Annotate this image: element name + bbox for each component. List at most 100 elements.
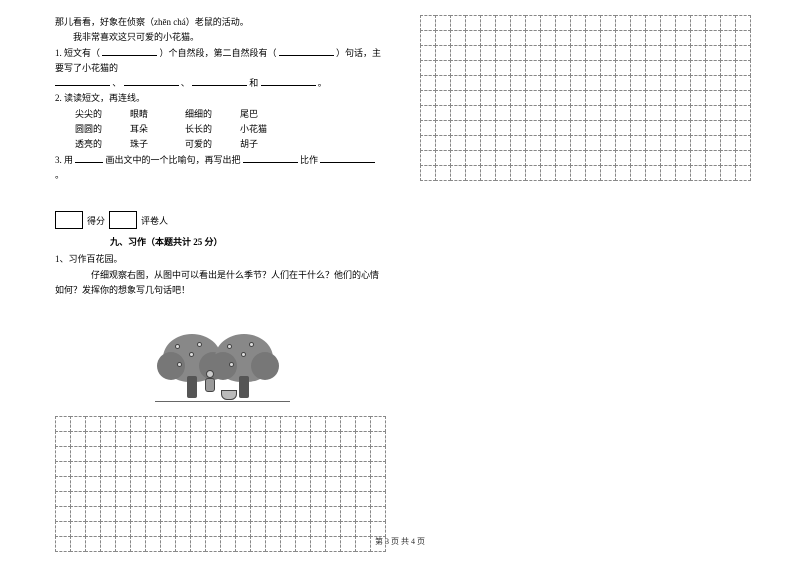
grid-cell (720, 60, 736, 76)
grid-cell (585, 75, 601, 91)
grid-cell (645, 150, 661, 166)
blank (192, 76, 247, 86)
grid-cell (690, 150, 706, 166)
grid-cell (690, 45, 706, 61)
grid-cell (570, 165, 586, 181)
match-cell: 长长的 (185, 122, 240, 137)
grid-cell (420, 105, 436, 121)
grid-cell (510, 105, 526, 121)
grid-cell (190, 461, 206, 477)
grid-cell (370, 491, 386, 507)
grid-cell (675, 135, 691, 151)
section-title: 九、习作（本题共计 25 分） (110, 235, 385, 248)
grid-cell (570, 150, 586, 166)
grid-cell (340, 446, 356, 462)
grid-cell (630, 165, 646, 181)
grid-cell (55, 506, 71, 522)
grid-cell (720, 30, 736, 46)
grid-cell (325, 446, 341, 462)
grid-cell (55, 446, 71, 462)
grid-cell (85, 476, 101, 492)
grid-cell (510, 75, 526, 91)
grid-cell (70, 461, 86, 477)
grid-cell (600, 120, 616, 136)
grid-cell (645, 45, 661, 61)
grid-cell (675, 60, 691, 76)
grid-cell (160, 506, 176, 522)
grid-cell (420, 60, 436, 76)
q3-c: 比作 (300, 155, 318, 165)
grid-cell (420, 135, 436, 151)
grid-cell (325, 416, 341, 432)
grid-cell (525, 120, 541, 136)
grid-cell (645, 75, 661, 91)
grid-cell (540, 15, 556, 31)
grid-cell (555, 30, 571, 46)
grid-cell (85, 446, 101, 462)
match-cell: 圆圆的 (75, 122, 130, 137)
grid-cell (220, 491, 236, 507)
sep: 、 (112, 78, 121, 88)
grid-cell (205, 446, 221, 462)
grid-cell (540, 105, 556, 121)
blank (55, 76, 110, 86)
grid-cell (630, 120, 646, 136)
grid-cell (370, 461, 386, 477)
grid-cell (555, 105, 571, 121)
grid-cell (600, 60, 616, 76)
grid-cell (645, 90, 661, 106)
grid-cell (435, 45, 451, 61)
grid-cell (190, 446, 206, 462)
grid-cell (100, 446, 116, 462)
match-cell: 透亮的 (75, 137, 130, 152)
grid-cell (130, 461, 146, 477)
grid-cell (570, 135, 586, 151)
illustration (155, 306, 290, 406)
grid-cell (735, 105, 751, 121)
grid-cell (420, 30, 436, 46)
grid-cell (190, 431, 206, 447)
grid-cell (280, 521, 296, 537)
grid-cell (540, 165, 556, 181)
grid-cell (450, 60, 466, 76)
grid-cell (555, 135, 571, 151)
grid-cell (660, 105, 676, 121)
grid-cell (280, 506, 296, 522)
grid-cell (720, 150, 736, 166)
grid-cell (630, 90, 646, 106)
grid-cell (660, 15, 676, 31)
grid-cell (370, 431, 386, 447)
grid-cell (645, 165, 661, 181)
grid-cell (645, 105, 661, 121)
grid-cell (435, 120, 451, 136)
grid-cell (555, 45, 571, 61)
blank (75, 153, 103, 163)
grid-cell (555, 150, 571, 166)
grid-cell (420, 165, 436, 181)
grid-cell (525, 90, 541, 106)
grid-cell (250, 461, 266, 477)
grid-cell (435, 30, 451, 46)
grid-cell (235, 491, 251, 507)
grid-cell (55, 461, 71, 477)
grid-cell (340, 461, 356, 477)
grid-cell (480, 105, 496, 121)
grid-cell (70, 506, 86, 522)
reading-q3: 3. 用 画出文中的一个比喻句，再写出把 比作 。 (55, 153, 385, 184)
grid-cell (615, 90, 631, 106)
grid-cell (510, 90, 526, 106)
grid-cell (690, 60, 706, 76)
grid-cell (235, 446, 251, 462)
grid-cell (265, 521, 281, 537)
grid-cell (510, 45, 526, 61)
grid-cell (190, 506, 206, 522)
grid-cell (495, 165, 511, 181)
grid-cell (660, 135, 676, 151)
grid-cell (630, 45, 646, 61)
grid-cell (480, 15, 496, 31)
grid-cell (450, 150, 466, 166)
grid-cell (295, 476, 311, 492)
grid-cell (295, 431, 311, 447)
grid-cell (720, 135, 736, 151)
grid-cell (295, 491, 311, 507)
